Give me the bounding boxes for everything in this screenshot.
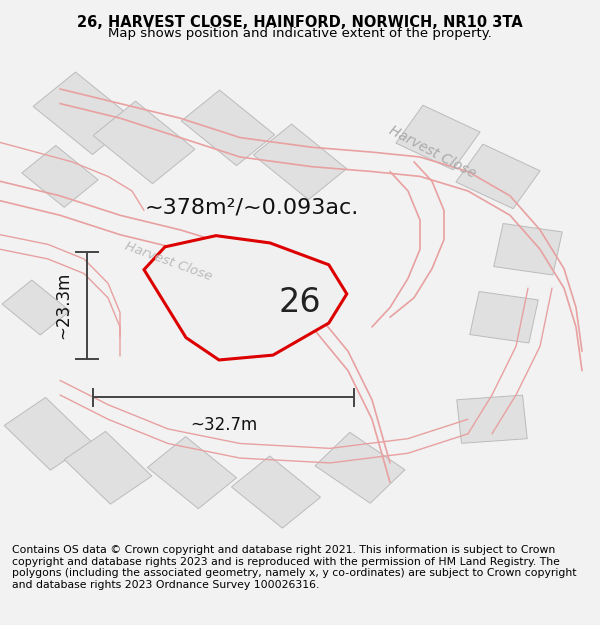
Polygon shape (232, 456, 320, 528)
Text: Harvest Close: Harvest Close (122, 239, 214, 283)
Polygon shape (172, 244, 308, 352)
Polygon shape (144, 236, 347, 360)
Text: ~378m²/~0.093ac.: ~378m²/~0.093ac. (145, 198, 359, 218)
Polygon shape (456, 144, 540, 209)
Polygon shape (33, 72, 135, 154)
Polygon shape (148, 437, 236, 509)
Text: Contains OS data © Crown copyright and database right 2021. This information is : Contains OS data © Crown copyright and d… (12, 545, 577, 590)
Text: ~23.3m: ~23.3m (54, 271, 72, 339)
Polygon shape (470, 291, 538, 343)
Text: 26: 26 (278, 286, 322, 319)
Polygon shape (315, 432, 405, 503)
Polygon shape (457, 395, 527, 443)
Text: Harvest Close: Harvest Close (386, 123, 478, 181)
Polygon shape (494, 224, 562, 275)
Polygon shape (2, 280, 70, 335)
Polygon shape (4, 398, 92, 470)
Text: Map shows position and indicative extent of the property.: Map shows position and indicative extent… (108, 27, 492, 39)
Polygon shape (253, 124, 347, 199)
Polygon shape (64, 431, 152, 504)
Polygon shape (396, 105, 480, 170)
Polygon shape (22, 146, 98, 208)
Polygon shape (181, 90, 275, 166)
Polygon shape (93, 101, 195, 184)
Text: 26, HARVEST CLOSE, HAINFORD, NORWICH, NR10 3TA: 26, HARVEST CLOSE, HAINFORD, NORWICH, NR… (77, 16, 523, 31)
Text: ~32.7m: ~32.7m (190, 416, 257, 434)
